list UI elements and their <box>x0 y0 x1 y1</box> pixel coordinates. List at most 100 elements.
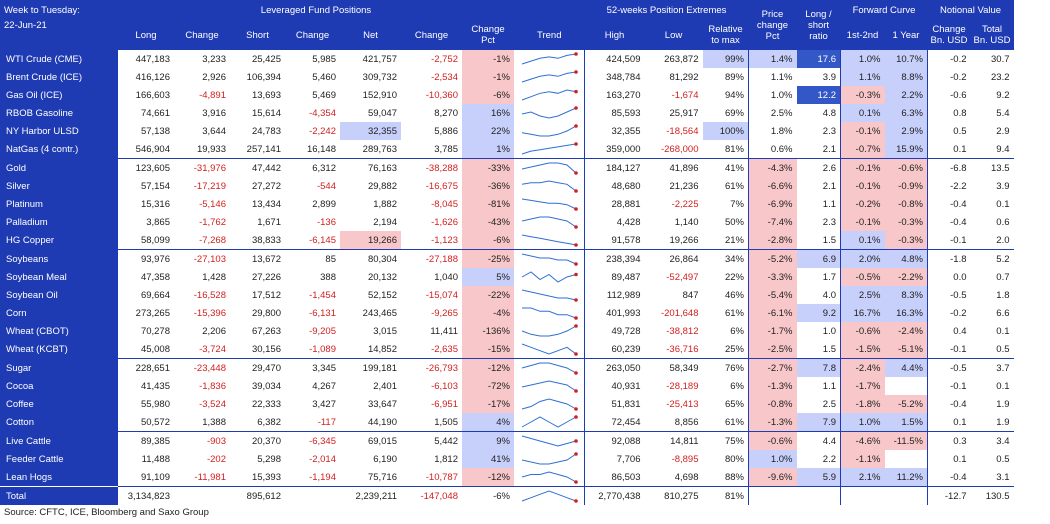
cell-low: -18,564 <box>666 125 699 137</box>
sparkline-last-point <box>574 70 578 74</box>
cell-high: 4,428 <box>584 213 645 231</box>
cell-chg: -1,762 <box>199 216 226 228</box>
cell-ls: 1.7 <box>822 271 836 283</box>
cell-nchg: 0.3 <box>927 431 971 450</box>
cell-fc1: 1.1% <box>840 68 885 86</box>
cell-pct: 22% <box>462 122 514 140</box>
commodity-name: Soybean Meal <box>0 268 118 286</box>
cell-ntot: 0.6 <box>996 216 1010 228</box>
trend-sparkline <box>514 286 585 304</box>
cell-rel: 25% <box>724 343 744 355</box>
cell-low: -36,716 <box>666 343 699 355</box>
table-row: NatGas (4 contr.) 546,904 19,933 257,141 16,… <box>0 140 1014 159</box>
cell-high: 91,578 <box>584 231 645 250</box>
cell-rel: 61% <box>724 180 744 192</box>
cell-ls: 1.0 <box>822 325 836 337</box>
cell-ntot: 130.5 <box>970 486 1014 505</box>
sparkline-last-point <box>574 171 578 175</box>
cell-nchg: -0.5 <box>927 286 971 304</box>
cell-pct: -25% <box>462 249 514 268</box>
cell-chg: -1,836 <box>199 380 226 392</box>
col-long: Long <box>118 20 174 50</box>
cell-ls: 4.8 <box>822 107 836 119</box>
sparkline-svg <box>521 124 578 137</box>
cell-low: -1,674 <box>671 89 699 101</box>
cell-low: -28,189 <box>666 380 699 392</box>
cell-rel: 100% <box>702 122 749 140</box>
cell-chg3: -10,360 <box>425 89 458 101</box>
cell-price: 2.5% <box>748 104 797 122</box>
cell-rel: 41% <box>702 158 749 177</box>
cell-net: 2,239,211 <box>340 486 401 505</box>
sparkline-last-point <box>574 352 578 356</box>
cell-chg2: -1,454 <box>309 289 336 301</box>
cell-net: 20,132 <box>367 271 397 283</box>
trend-sparkline <box>514 268 585 286</box>
cell-price: -7.4% <box>748 213 797 231</box>
table-row: Soybeans 93,976 -27,103 13,672 85 80,304 -27,1… <box>0 249 1014 268</box>
report-date: 22-Jun-21 <box>0 20 118 50</box>
cell-fc1: -0.7% <box>840 140 885 159</box>
cell-short: 895,612 <box>230 486 285 505</box>
cell-fc2: 8.3% <box>884 286 928 304</box>
cell-long: 416,126 <box>135 71 170 83</box>
sparkline-line <box>521 125 577 137</box>
sparkline-svg <box>521 142 578 155</box>
cell-short: 24,783 <box>251 125 281 137</box>
cell-fc1: -0.2% <box>840 195 885 213</box>
sparkline-last-point <box>574 316 578 320</box>
cell-chg2: 388 <box>320 271 336 283</box>
cell-fc1: -1.8% <box>840 395 885 413</box>
table-row: Feeder Cattle 11,488 -202 5,298 -2,014 6,190 1… <box>0 450 1014 468</box>
sparkline-last-point <box>574 480 578 484</box>
cell-fc2: -0.3% <box>884 231 928 250</box>
cell-nchg: 0.1 <box>927 140 971 159</box>
cell-fc2: -2.4% <box>884 322 928 340</box>
cell-net: 75,716 <box>367 471 397 483</box>
trend-sparkline <box>514 249 585 268</box>
total-row: Total 3,134,823 895,612 2,239,211 -147,048 -6… <box>0 486 1014 505</box>
sparkline-line <box>521 53 577 65</box>
cell-nchg: 0.8 <box>927 104 971 122</box>
cell-low: -38,812 <box>666 325 699 337</box>
trend-sparkline <box>514 450 585 468</box>
cell-fc2: 15.9% <box>884 140 928 159</box>
col-low: Low <box>644 20 703 50</box>
cell-price: 1.0% <box>748 450 797 468</box>
sparkline-svg <box>521 380 578 393</box>
cell-fc1: -2.4% <box>840 358 885 377</box>
cell-ntot: 5.4 <box>996 107 1010 119</box>
cell-price: -3.3% <box>748 268 797 286</box>
cell-pct: -1% <box>462 50 514 68</box>
col-rel-1: Relative <box>708 24 743 35</box>
cell-ls: 2.2 <box>822 453 836 465</box>
cell-chg3: -1,626 <box>431 216 458 228</box>
cell-chg2: -136 <box>316 216 336 228</box>
sparkline-line <box>521 198 577 210</box>
cell-long: 50,572 <box>140 416 170 428</box>
sparkline-last-point <box>574 298 578 302</box>
cell-rel: 6% <box>730 325 744 337</box>
cell-long: 74,661 <box>140 107 170 119</box>
sparkline-svg <box>521 362 578 375</box>
cell-price: -2.8% <box>748 231 797 250</box>
cell-short: 38,833 <box>251 234 281 246</box>
sparkline-line <box>521 143 577 155</box>
col-tot-bn-1: Total <box>981 24 1003 35</box>
cell-chg: -15,396 <box>193 307 226 319</box>
cell-chg2: -2,242 <box>309 125 336 137</box>
cell-net: 421,757 <box>362 53 397 65</box>
cell-net: 32,355 <box>340 122 401 140</box>
cell-pct: -136% <box>462 322 514 340</box>
cell-net: 1,882 <box>373 198 397 210</box>
cell-low: -268,000 <box>660 143 699 155</box>
trend-sparkline <box>514 304 585 322</box>
cell-ls: 3.9 <box>822 71 836 83</box>
sparkline-line <box>521 216 577 228</box>
cell-low: 263,872 <box>664 53 699 65</box>
cell-price: -2.5% <box>748 340 797 359</box>
commodity-name: Feeder Cattle <box>0 450 118 468</box>
cell-low: 4,698 <box>674 471 699 483</box>
cell-fc2: -5.1% <box>884 340 928 359</box>
cell-short: 22,333 <box>251 398 281 410</box>
